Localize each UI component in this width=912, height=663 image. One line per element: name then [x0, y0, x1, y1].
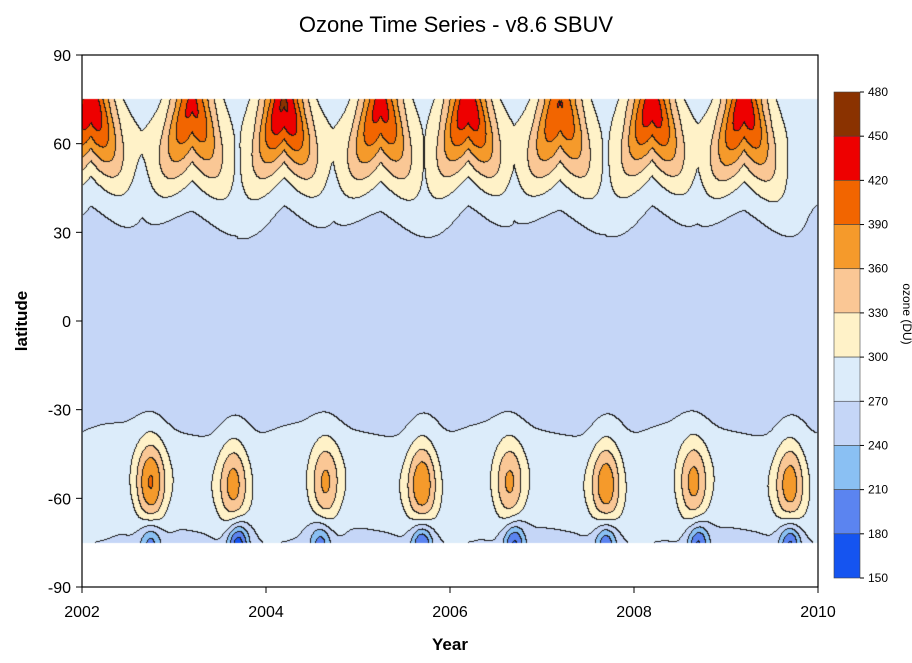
colorbar-swatch: [833, 356, 861, 402]
colorbar-tick-label: 390: [868, 218, 888, 232]
colorbar-swatch: [833, 180, 861, 225]
colorbar-swatch: [833, 312, 861, 358]
colorbar-tick-label: 210: [868, 483, 888, 497]
y-tick-label: -90: [48, 580, 71, 597]
y-tick-label: 30: [53, 225, 71, 242]
y-tick-label: -60: [48, 491, 71, 508]
x-tick-label: 2008: [616, 604, 652, 621]
x-axis: 2002 2004 2006 2008 2010: [64, 587, 836, 621]
x-tick-label: 2006: [432, 604, 468, 621]
colorbar-tick-label: 330: [868, 306, 888, 320]
y-tick-label: 0: [62, 314, 71, 331]
x-tick-label: 2010: [800, 604, 836, 621]
colorbar: 480 450 420 390 360 330 300 270 240 210 180 150: [833, 85, 888, 585]
ozone-heatmap: [82, 55, 818, 587]
y-tick-label: 90: [53, 48, 71, 65]
colorbar-tick-label: 480: [868, 85, 888, 99]
colorbar-swatch: [833, 489, 861, 535]
colorbar-swatch: [833, 400, 861, 446]
colorbar-tick-label: 240: [868, 438, 888, 452]
colorbar-swatch: [833, 91, 861, 137]
plot-area: [82, 55, 818, 587]
x-tick-label: 2004: [248, 604, 284, 621]
colorbar-swatch: [833, 533, 861, 579]
colorbar-tick-label: 180: [868, 527, 888, 541]
colorbar-tick-label: 270: [868, 394, 888, 408]
y-tick-label: -30: [48, 403, 71, 420]
x-tick-label: 2002: [64, 604, 100, 621]
y-tick-label: 60: [53, 137, 71, 154]
colorbar-tick-label: 150: [868, 571, 888, 585]
colorbar-tick-label: 360: [868, 262, 888, 276]
colorbar-swatch: [833, 224, 861, 270]
colorbar-tick-label: 450: [868, 129, 888, 143]
x-axis-label: Year: [432, 635, 468, 654]
y-axis-label: latitude: [12, 291, 31, 351]
y-axis: 90 60 30 0 -30 -60 -90: [48, 48, 82, 597]
colorbar-swatch: [833, 445, 861, 490]
colorbar-tick-label: 420: [868, 173, 888, 187]
colorbar-swatch: [833, 135, 861, 181]
colorbar-swatch: [833, 268, 861, 314]
colorbar-tick-label: 300: [868, 350, 888, 364]
colorbar-label: ozone (DU): [900, 283, 912, 344]
chart-title: Ozone Time Series - v8.6 SBUV: [299, 12, 614, 37]
